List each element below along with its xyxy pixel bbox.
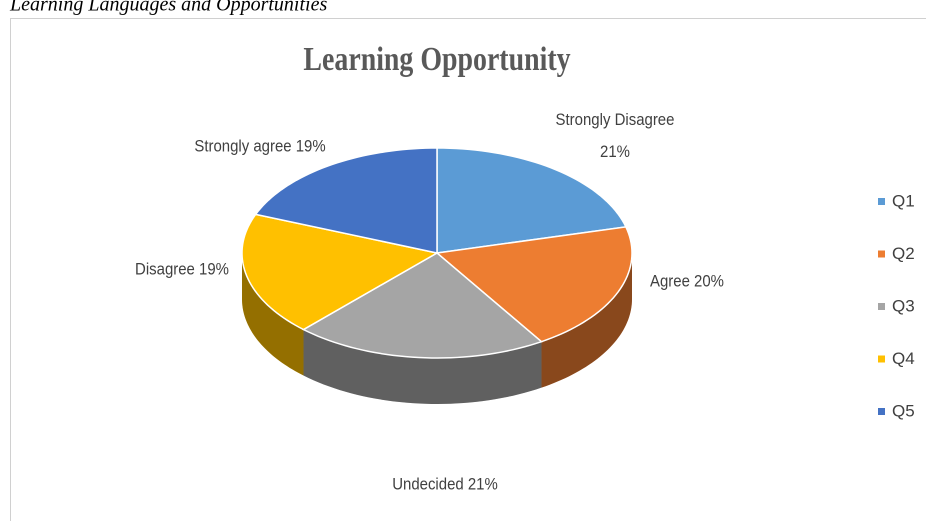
legend-label: Q3 (892, 296, 915, 315)
slice (436, 147, 628, 254)
legend-label: Q5 (892, 401, 915, 420)
slice (301, 252, 543, 359)
slice (254, 147, 438, 254)
slice-side-shade (242, 253, 304, 376)
legend-label: Q1 (892, 191, 915, 210)
chart-title: Learning Opportunity (303, 39, 571, 77)
legend-swatch (878, 303, 885, 310)
legend-label: Q4 (892, 349, 915, 368)
slice-side-shade (303, 329, 542, 404)
legend-swatch (878, 198, 885, 205)
data-label: Disagree 19% (135, 261, 229, 279)
legend-label: Q2 (892, 244, 915, 263)
legend-swatch (878, 355, 885, 363)
data-label: Strongly agree 19% (194, 138, 325, 156)
data-label: Undecided 21% (392, 476, 498, 494)
caption: Learning Languages and Opportunities (9, 0, 327, 16)
slice (435, 226, 633, 343)
data-label: Agree 20% (650, 273, 724, 291)
slice-side (242, 253, 304, 376)
slice-side (303, 329, 542, 404)
legend-swatch (878, 408, 885, 415)
legend-swatch (878, 250, 885, 258)
data-label: Strongly Disagree 21% (555, 110, 675, 161)
